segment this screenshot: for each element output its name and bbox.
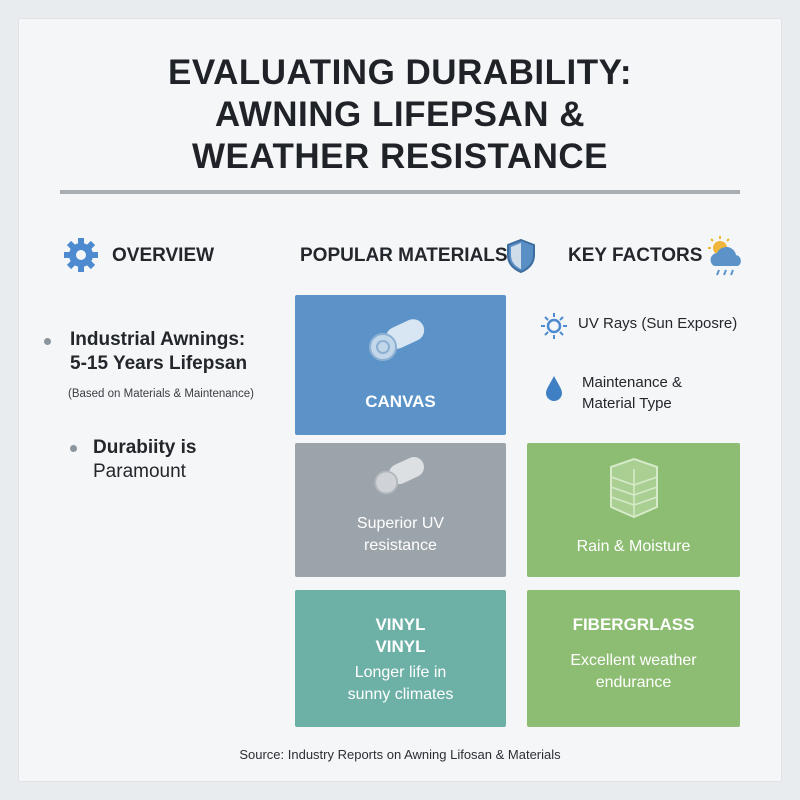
text-line: Industrial Awnings:: [70, 329, 246, 350]
source: Source: Industry Reports on Awning Lifos…: [239, 747, 561, 762]
overview-bullet: Industrial Awnings: 5-15 Years Lifepsan: [70, 328, 247, 376]
factor-item: Maintenance & Material Type: [582, 372, 682, 414]
text-line: FIBERGRLASS: [572, 615, 695, 634]
card-text: CANVAS: [295, 391, 506, 413]
text-line: VINYL: [375, 637, 426, 656]
card-text: Rain & Moisture: [527, 536, 740, 558]
text-line: sunny climates: [347, 686, 454, 703]
factors-heading: KEY FACTORS: [568, 245, 703, 266]
roll-icon: [369, 319, 425, 361]
gear-icon: [64, 238, 98, 272]
text-line: Superior UV: [356, 515, 445, 532]
divider: [60, 190, 740, 194]
brick-icon: [610, 457, 658, 519]
factor-card: Rain & Moisture: [527, 443, 740, 577]
text-line: Material Type: [582, 395, 672, 412]
material-card: CANVAS: [295, 295, 506, 435]
material-card: VINYL VINYL Longer life in sunny climates: [295, 590, 506, 727]
material-card: Superior UV resistance: [295, 443, 506, 577]
materials-heading: POPULAR MATERIALS: [300, 245, 508, 266]
card-text: Superior UV resistance: [295, 513, 506, 557]
drop-icon: [546, 376, 562, 401]
factor-card: FIBERGRLASS Excellent weather endurance: [527, 590, 740, 727]
overview-note: (Based on Materials & Maintenance): [68, 388, 255, 400]
text-line: Paramount: [93, 461, 186, 482]
roll-icon: [374, 457, 424, 495]
text-line: CANVAS: [365, 392, 436, 411]
text-line: Rain & Moisture: [576, 538, 691, 555]
overview-bullet: Durabiity is Paramount: [93, 436, 196, 484]
text-line: AWNING LIFEPSAN &: [214, 95, 586, 134]
text-line: Excellent weather: [570, 652, 697, 669]
text-line: resistance: [364, 537, 437, 554]
weather-icon: [708, 236, 741, 276]
sun-icon: [541, 313, 567, 339]
text-line: Maintenance &: [582, 374, 683, 391]
text-line: endurance: [595, 674, 672, 691]
text-line: Longer life in: [354, 664, 447, 681]
text-line: UV Rays (Sun Exposre): [578, 315, 738, 332]
text-line: EVALUATING DURABILITY:: [167, 53, 633, 92]
text-line: 5-15 Years Lifepsan: [70, 353, 248, 374]
overview-heading: OVERVIEW: [112, 245, 215, 266]
text-line: VINYL: [375, 615, 426, 634]
factor-item: UV Rays (Sun Exposre): [578, 314, 737, 334]
card-text: VINYL VINYL Longer life in sunny climates: [295, 614, 506, 706]
shield-icon: [507, 238, 535, 274]
text-line: WEATHER RESISTANCE: [191, 137, 609, 176]
bullet: [44, 338, 51, 345]
title: EVALUATING DURABILITY: AWNING LIFEPSAN & W…: [0, 52, 800, 178]
card-text: FIBERGRLASS Excellent weather endurance: [527, 614, 740, 694]
text-line: Durabiity is: [93, 437, 197, 458]
bullet: [70, 445, 77, 452]
